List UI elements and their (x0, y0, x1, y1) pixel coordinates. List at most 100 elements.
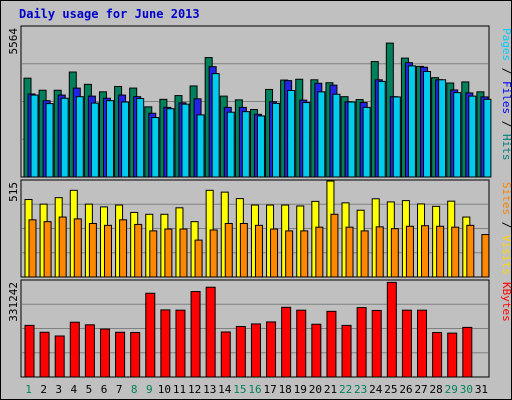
legend-entry: / (500, 61, 512, 81)
legend-entry: / (500, 215, 512, 235)
bar-pages-8 (136, 98, 145, 178)
bar-kbytes-13 (205, 286, 216, 378)
day-label: 4 (71, 383, 78, 396)
bar-pages-9 (151, 117, 160, 178)
day-label: 10 (158, 383, 171, 396)
bar-sites-15 (239, 223, 248, 278)
legend-visits_sites: Sites / Visits (500, 182, 512, 275)
bar-sites-17 (270, 228, 279, 278)
bar-pages-23 (362, 106, 371, 178)
ymax-label-hits_files_pages: 5564 (7, 28, 20, 55)
day-label: 11 (173, 383, 186, 396)
bar-kbytes-27 (417, 309, 428, 378)
bar-pages-28 (438, 79, 447, 178)
bar-pages-5 (90, 102, 99, 178)
day-label: 21 (324, 383, 337, 396)
bar-kbytes-18 (281, 306, 292, 378)
day-label: 14 (218, 383, 232, 396)
day-label: 29 (445, 383, 458, 396)
bar-sites-30 (466, 224, 475, 278)
bar-kbytes-20 (311, 323, 322, 378)
bar-kbytes-5 (84, 324, 95, 378)
bar-kbytes-2 (39, 331, 50, 378)
ymax-label-visits_sites: 515 (7, 182, 20, 202)
bar-sites-7 (119, 219, 128, 278)
bar-pages-29 (453, 92, 462, 178)
bar-pages-10 (166, 108, 175, 178)
day-label: 6 (101, 383, 108, 396)
bar-kbytes-26 (401, 309, 412, 378)
bar-kbytes-3 (54, 335, 65, 378)
bar-pages-6 (105, 100, 114, 178)
legend-entry: Visits (500, 235, 512, 275)
bar-kbytes-10 (160, 309, 171, 378)
bar-sites-21 (330, 213, 339, 278)
bar-kbytes-25 (386, 281, 397, 378)
bar-sites-2 (43, 221, 52, 278)
legend-entry: / (500, 114, 512, 134)
bar-pages-24 (377, 80, 386, 178)
bar-kbytes-8 (130, 332, 141, 378)
bar-sites-29 (451, 226, 460, 278)
day-label: 25 (384, 383, 397, 396)
bar-pages-19 (302, 102, 311, 178)
bar-sites-14 (224, 223, 233, 278)
day-label: 1 (25, 383, 32, 396)
legend-entry: Hits (500, 134, 512, 161)
bar-sites-28 (436, 225, 445, 278)
bar-pages-14 (226, 111, 235, 178)
bar-kbytes-17 (266, 321, 277, 378)
bar-sites-16 (254, 224, 263, 278)
day-label: 31 (475, 383, 488, 396)
bar-sites-3 (58, 216, 67, 278)
day-label: 30 (460, 383, 473, 396)
legend-entry: Sites (500, 182, 512, 215)
day-label: 28 (430, 383, 443, 396)
bar-kbytes-19 (296, 309, 307, 378)
bar-kbytes-14 (220, 331, 231, 378)
bar-sites-24 (375, 226, 384, 278)
bar-pages-7 (121, 101, 130, 178)
bar-pages-21 (332, 93, 341, 178)
day-label: 17 (263, 383, 276, 396)
bar-kbytes-16 (250, 323, 261, 378)
bar-pages-22 (347, 101, 356, 178)
bar-kbytes-4 (69, 321, 80, 378)
bar-sites-12 (194, 239, 203, 278)
bar-sites-13 (209, 229, 218, 278)
bar-sites-27 (421, 225, 430, 278)
bar-sites-26 (405, 225, 414, 278)
legend-entry: Pages (500, 28, 512, 61)
bar-sites-19 (300, 230, 309, 278)
bar-pages-1 (30, 94, 39, 178)
day-label: 20 (309, 383, 322, 396)
day-label: 16 (248, 383, 261, 396)
bar-pages-11 (181, 103, 190, 178)
bar-sites-6 (103, 224, 112, 278)
bar-pages-26 (407, 65, 416, 178)
bar-sites-4 (73, 218, 82, 278)
day-label: 27 (414, 383, 427, 396)
day-label: 5 (86, 383, 93, 396)
bar-sites-5 (88, 223, 97, 278)
legend-entry: Files (500, 81, 512, 114)
day-label: 3 (55, 383, 62, 396)
day-label: 24 (369, 383, 383, 396)
bar-sites-18 (285, 230, 294, 278)
legend-entry: KBytes (500, 282, 512, 322)
day-label: 22 (339, 383, 352, 396)
day-label: 7 (116, 383, 123, 396)
legend-kbytes: KBytes (500, 282, 512, 322)
bar-sites-25 (390, 228, 399, 278)
day-label: 8 (131, 383, 138, 396)
bar-kbytes-28 (432, 332, 443, 378)
bar-kbytes-11 (175, 309, 186, 378)
bar-kbytes-7 (115, 331, 126, 378)
bar-kbytes-9 (145, 292, 156, 378)
day-label: 12 (188, 383, 201, 396)
bar-pages-15 (241, 111, 250, 178)
bar-pages-31 (483, 98, 492, 178)
bar-sites-20 (315, 226, 324, 278)
bar-kbytes-12 (190, 291, 201, 378)
